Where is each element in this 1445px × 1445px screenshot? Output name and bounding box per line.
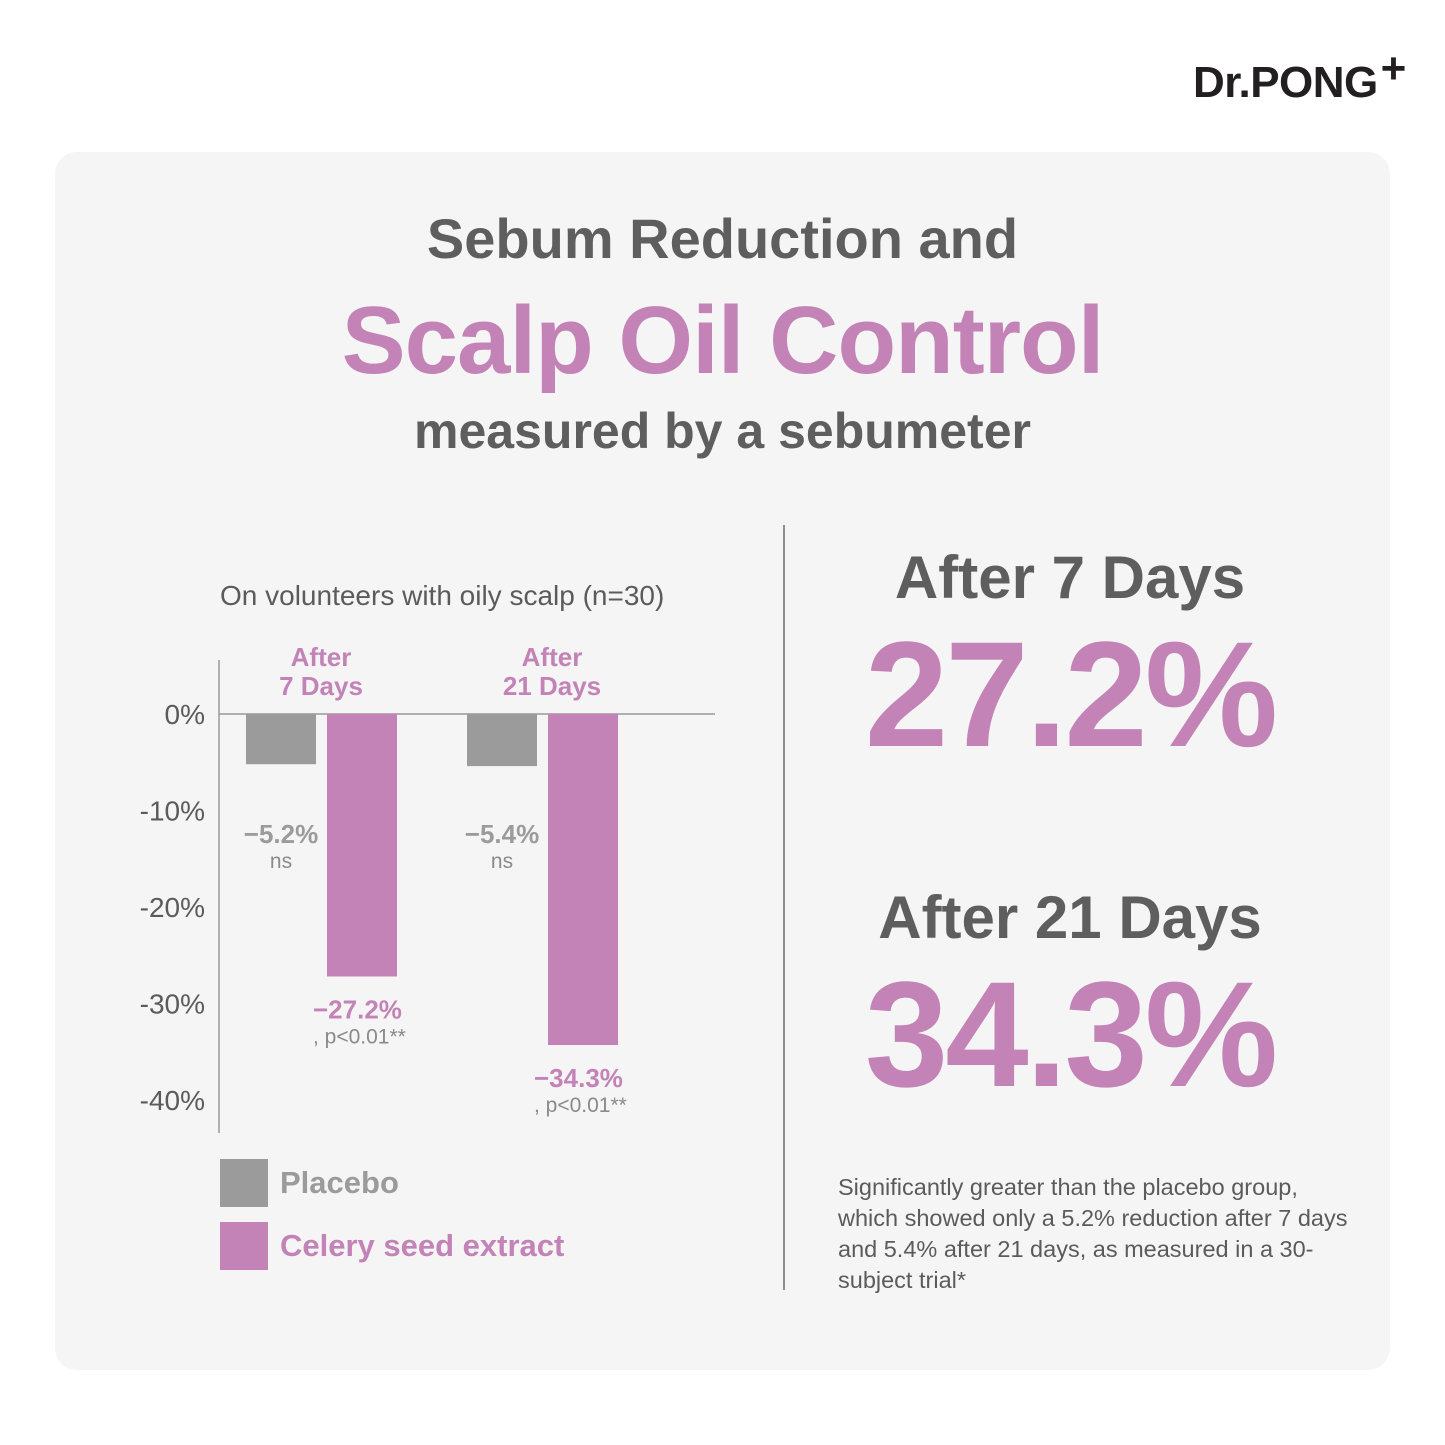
data-value-label: −5.2% [244, 819, 318, 849]
highlight-heading-21-days: After 21 Days [878, 884, 1262, 951]
data-value-label: −5.4% [465, 819, 539, 849]
bar-celery-extract [548, 714, 618, 1045]
legend-swatch-extract [220, 1222, 268, 1270]
y-tick-label: -40% [140, 1085, 205, 1116]
y-tick-label: -20% [140, 892, 205, 923]
data-value-label: −27.2% [313, 994, 402, 1024]
category-label: After [522, 642, 583, 672]
bar-placebo [246, 714, 316, 765]
title-line-2: Scalp Oil Control [341, 287, 1105, 394]
legend-item-extract: Celery seed extract [220, 1222, 564, 1270]
highlight-value-21-days: 34.3% [864, 950, 1278, 1118]
highlight-heading-7-days: After 7 Days [894, 544, 1246, 611]
category-label: 21 Days [503, 671, 601, 701]
legend-item-placebo: Placebo [220, 1159, 399, 1207]
bar-celery-extract [327, 714, 397, 977]
title-line-3: measured by a sebumeter [414, 403, 1031, 459]
footnote: Significantly greater than the placebo g… [838, 1174, 1348, 1293]
highlight-value-7-days: 27.2% [864, 610, 1278, 778]
legend-label-placebo: Placebo [280, 1165, 399, 1200]
bar-placebo [467, 714, 537, 767]
title-line-1: Sebum Reduction and [426, 207, 1019, 270]
brand-logo-plus: + [1380, 44, 1407, 93]
significance-label: , p<0.01** [534, 1094, 627, 1117]
y-tick-label: 0% [165, 699, 205, 730]
significance-label: , p<0.01** [313, 1025, 406, 1048]
category-label: 7 Days [279, 671, 363, 701]
y-tick-label: -30% [140, 989, 205, 1020]
significance-label: ns [491, 850, 513, 873]
significance-label: ns [270, 850, 292, 873]
legend-label-extract: Celery seed extract [280, 1228, 565, 1263]
section-divider [783, 525, 785, 1290]
data-value-label: −34.3% [534, 1063, 623, 1093]
legend-swatch-placebo [220, 1159, 268, 1207]
chart-subtitle: On volunteers with oily scalp (n=30) [220, 580, 665, 611]
y-tick-label: -10% [140, 796, 205, 827]
brand-logo: Dr.PONG + [1193, 44, 1406, 108]
brand-logo-text: Dr.PONG [1193, 58, 1378, 107]
category-label: After [291, 642, 352, 672]
